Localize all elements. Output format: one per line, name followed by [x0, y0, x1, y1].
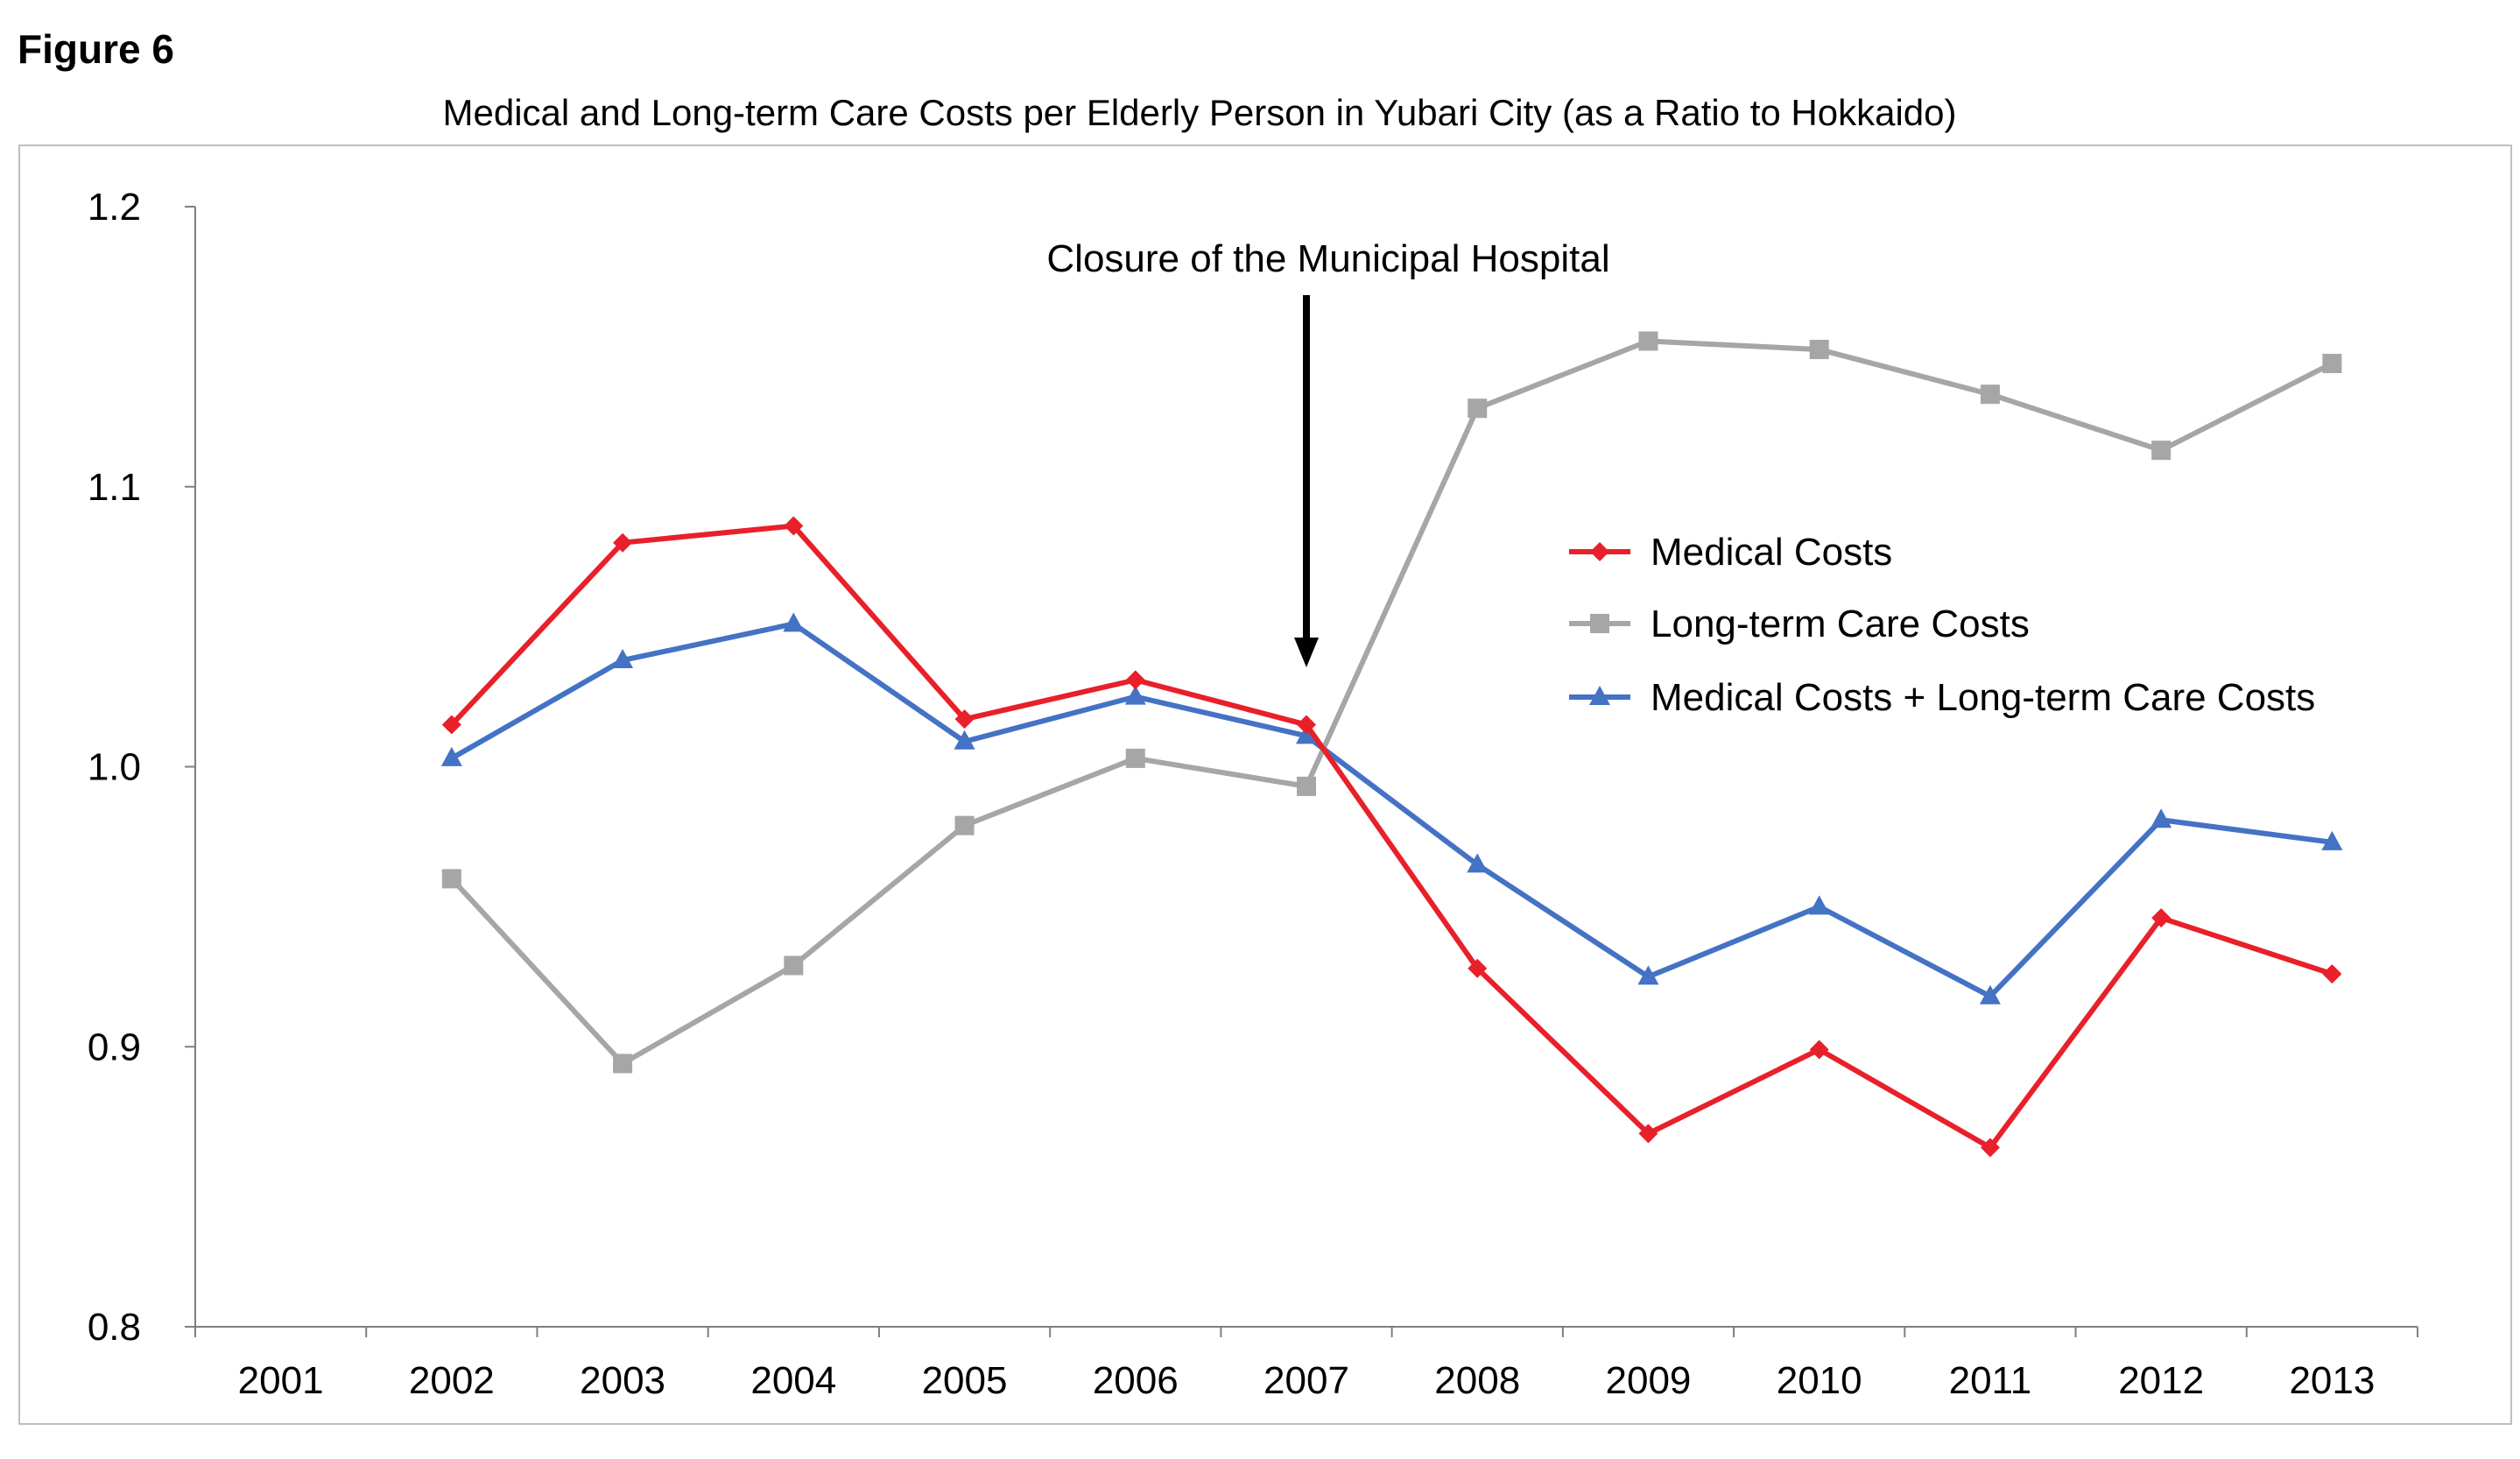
x-tick-label: 2006 [1093, 1359, 1179, 1402]
data-point [1125, 670, 1145, 690]
x-tick-label: 2011 [1949, 1359, 2032, 1402]
data-point [441, 869, 461, 889]
series-2 [440, 612, 2343, 1004]
series-line [449, 523, 2333, 1151]
data-point [1638, 331, 1658, 351]
x-tick-label: 2005 [922, 1359, 1008, 1402]
legend-marker [1589, 686, 1610, 705]
data-point [1980, 384, 2000, 405]
legend-label: Medical Costs + Long-term Care Costs [1651, 676, 2315, 719]
data-point [1467, 853, 1489, 873]
data-point [954, 730, 975, 750]
x-tick-label: 2003 [580, 1359, 665, 1402]
legend-label: Long-term Care Costs [1651, 603, 2030, 645]
chart-frame [18, 144, 2512, 1425]
data-point [1809, 340, 1829, 360]
data-point [1637, 965, 1659, 985]
data-point [2322, 964, 2342, 984]
data-point [784, 955, 804, 976]
data-point [784, 516, 804, 536]
x-tick-label: 2012 [2118, 1359, 2204, 1402]
series-line [450, 621, 2333, 999]
data-point [1468, 958, 1488, 978]
y-tick-label: 1.0 [88, 746, 141, 789]
data-point [1979, 984, 2001, 1004]
data-point [954, 709, 975, 730]
data-point [1297, 776, 1316, 796]
data-point [1124, 685, 1146, 705]
data-point [1297, 715, 1316, 735]
data-point [612, 648, 634, 668]
data-point [2150, 808, 2172, 828]
x-tick-label: 2001 [238, 1359, 324, 1402]
annotation: Closure of the Municipal Hospital [1046, 237, 1610, 667]
legend: Medical Costs Long-term Care Costs Medical… [1569, 531, 2315, 719]
x-tick-label: 2004 [750, 1359, 836, 1402]
data-point [1468, 398, 1488, 419]
data-point [440, 746, 462, 766]
data-point [613, 1054, 633, 1074]
series-line [449, 338, 2333, 1067]
data-point [2321, 830, 2343, 850]
data-point [2151, 441, 2172, 461]
x-tick-label: 2013 [2289, 1359, 2375, 1402]
data-point [2151, 908, 2172, 928]
annotation-arrowhead [1294, 638, 1319, 667]
y-tick-label: 0.9 [88, 1026, 141, 1068]
figure-label: Figure 6 [18, 26, 174, 72]
data-point [1125, 748, 1145, 768]
x-tick-label: 2007 [1264, 1359, 1349, 1402]
series-group [440, 331, 2343, 1158]
x-ticks: 2001 2002 2003 2004 2005 2006 2007 2008 2009 2010… [194, 1327, 2418, 1402]
chart-title: Medical and Long-term Care Costs per Eld… [442, 92, 1956, 133]
x-tick-label: 2009 [1606, 1359, 1692, 1402]
legend-marker [1590, 614, 1609, 633]
legend-label: Medical Costs [1651, 531, 1892, 574]
y-tick-label: 0.8 [88, 1306, 141, 1349]
data-point [954, 815, 975, 835]
series-1 [441, 331, 2342, 1074]
y-tick-label: 1.1 [88, 466, 141, 509]
y-tick-label: 1.2 [88, 186, 141, 229]
data-point [783, 612, 805, 632]
data-point [613, 532, 633, 553]
annotation-text: Closure of the Municipal Hospital [1046, 237, 1609, 280]
data-point [1808, 895, 1830, 915]
x-tick-label: 2002 [409, 1359, 495, 1402]
data-point [1980, 1138, 2000, 1158]
x-tick-label: 2010 [1777, 1359, 1862, 1402]
data-point [1809, 1040, 1829, 1060]
data-point [2322, 354, 2342, 374]
series-0 [441, 516, 2342, 1158]
data-point [441, 715, 461, 735]
x-tick-label: 2008 [1434, 1359, 1520, 1402]
y-ticks: 0.8 0.9 1.0 1.1 1.2 [88, 186, 195, 1349]
data-point [1638, 1124, 1658, 1144]
legend-marker [1590, 542, 1609, 561]
